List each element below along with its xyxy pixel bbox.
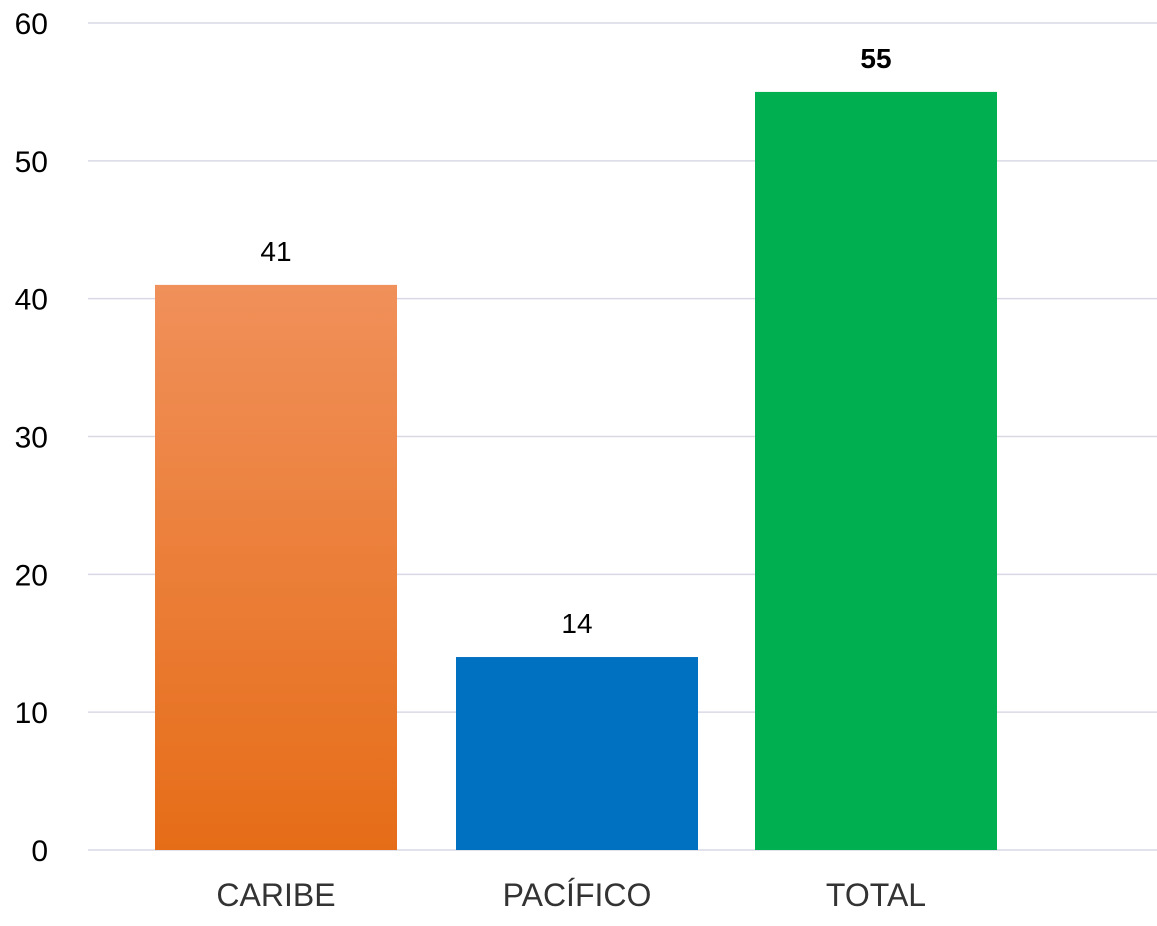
- x-category-label: TOTAL: [826, 877, 926, 913]
- y-tick-label: 60: [15, 8, 48, 41]
- y-tick-label: 30: [15, 422, 48, 455]
- y-tick-label: 40: [15, 284, 48, 317]
- bar-total: [755, 91, 997, 850]
- x-category-label: CARIBE: [216, 877, 335, 913]
- x-axis-categories: CARIBE PACÍFICO TOTAL: [216, 877, 926, 913]
- y-tick-label: 0: [31, 835, 48, 868]
- bar-caribe: [155, 284, 397, 851]
- bar-pacifico: [456, 657, 698, 850]
- y-tick-label: 50: [15, 146, 48, 179]
- y-tick-label: 10: [15, 697, 48, 730]
- y-axis-ticks: 0 10 20 30 40 50 60: [15, 8, 48, 868]
- data-labels: 41 14 55: [260, 43, 891, 639]
- bars: [155, 91, 997, 851]
- data-label: 14: [561, 608, 592, 639]
- x-category-label: PACÍFICO: [503, 877, 652, 913]
- data-label: 55: [860, 43, 891, 74]
- data-label: 41: [260, 236, 291, 267]
- y-tick-label: 20: [15, 559, 48, 592]
